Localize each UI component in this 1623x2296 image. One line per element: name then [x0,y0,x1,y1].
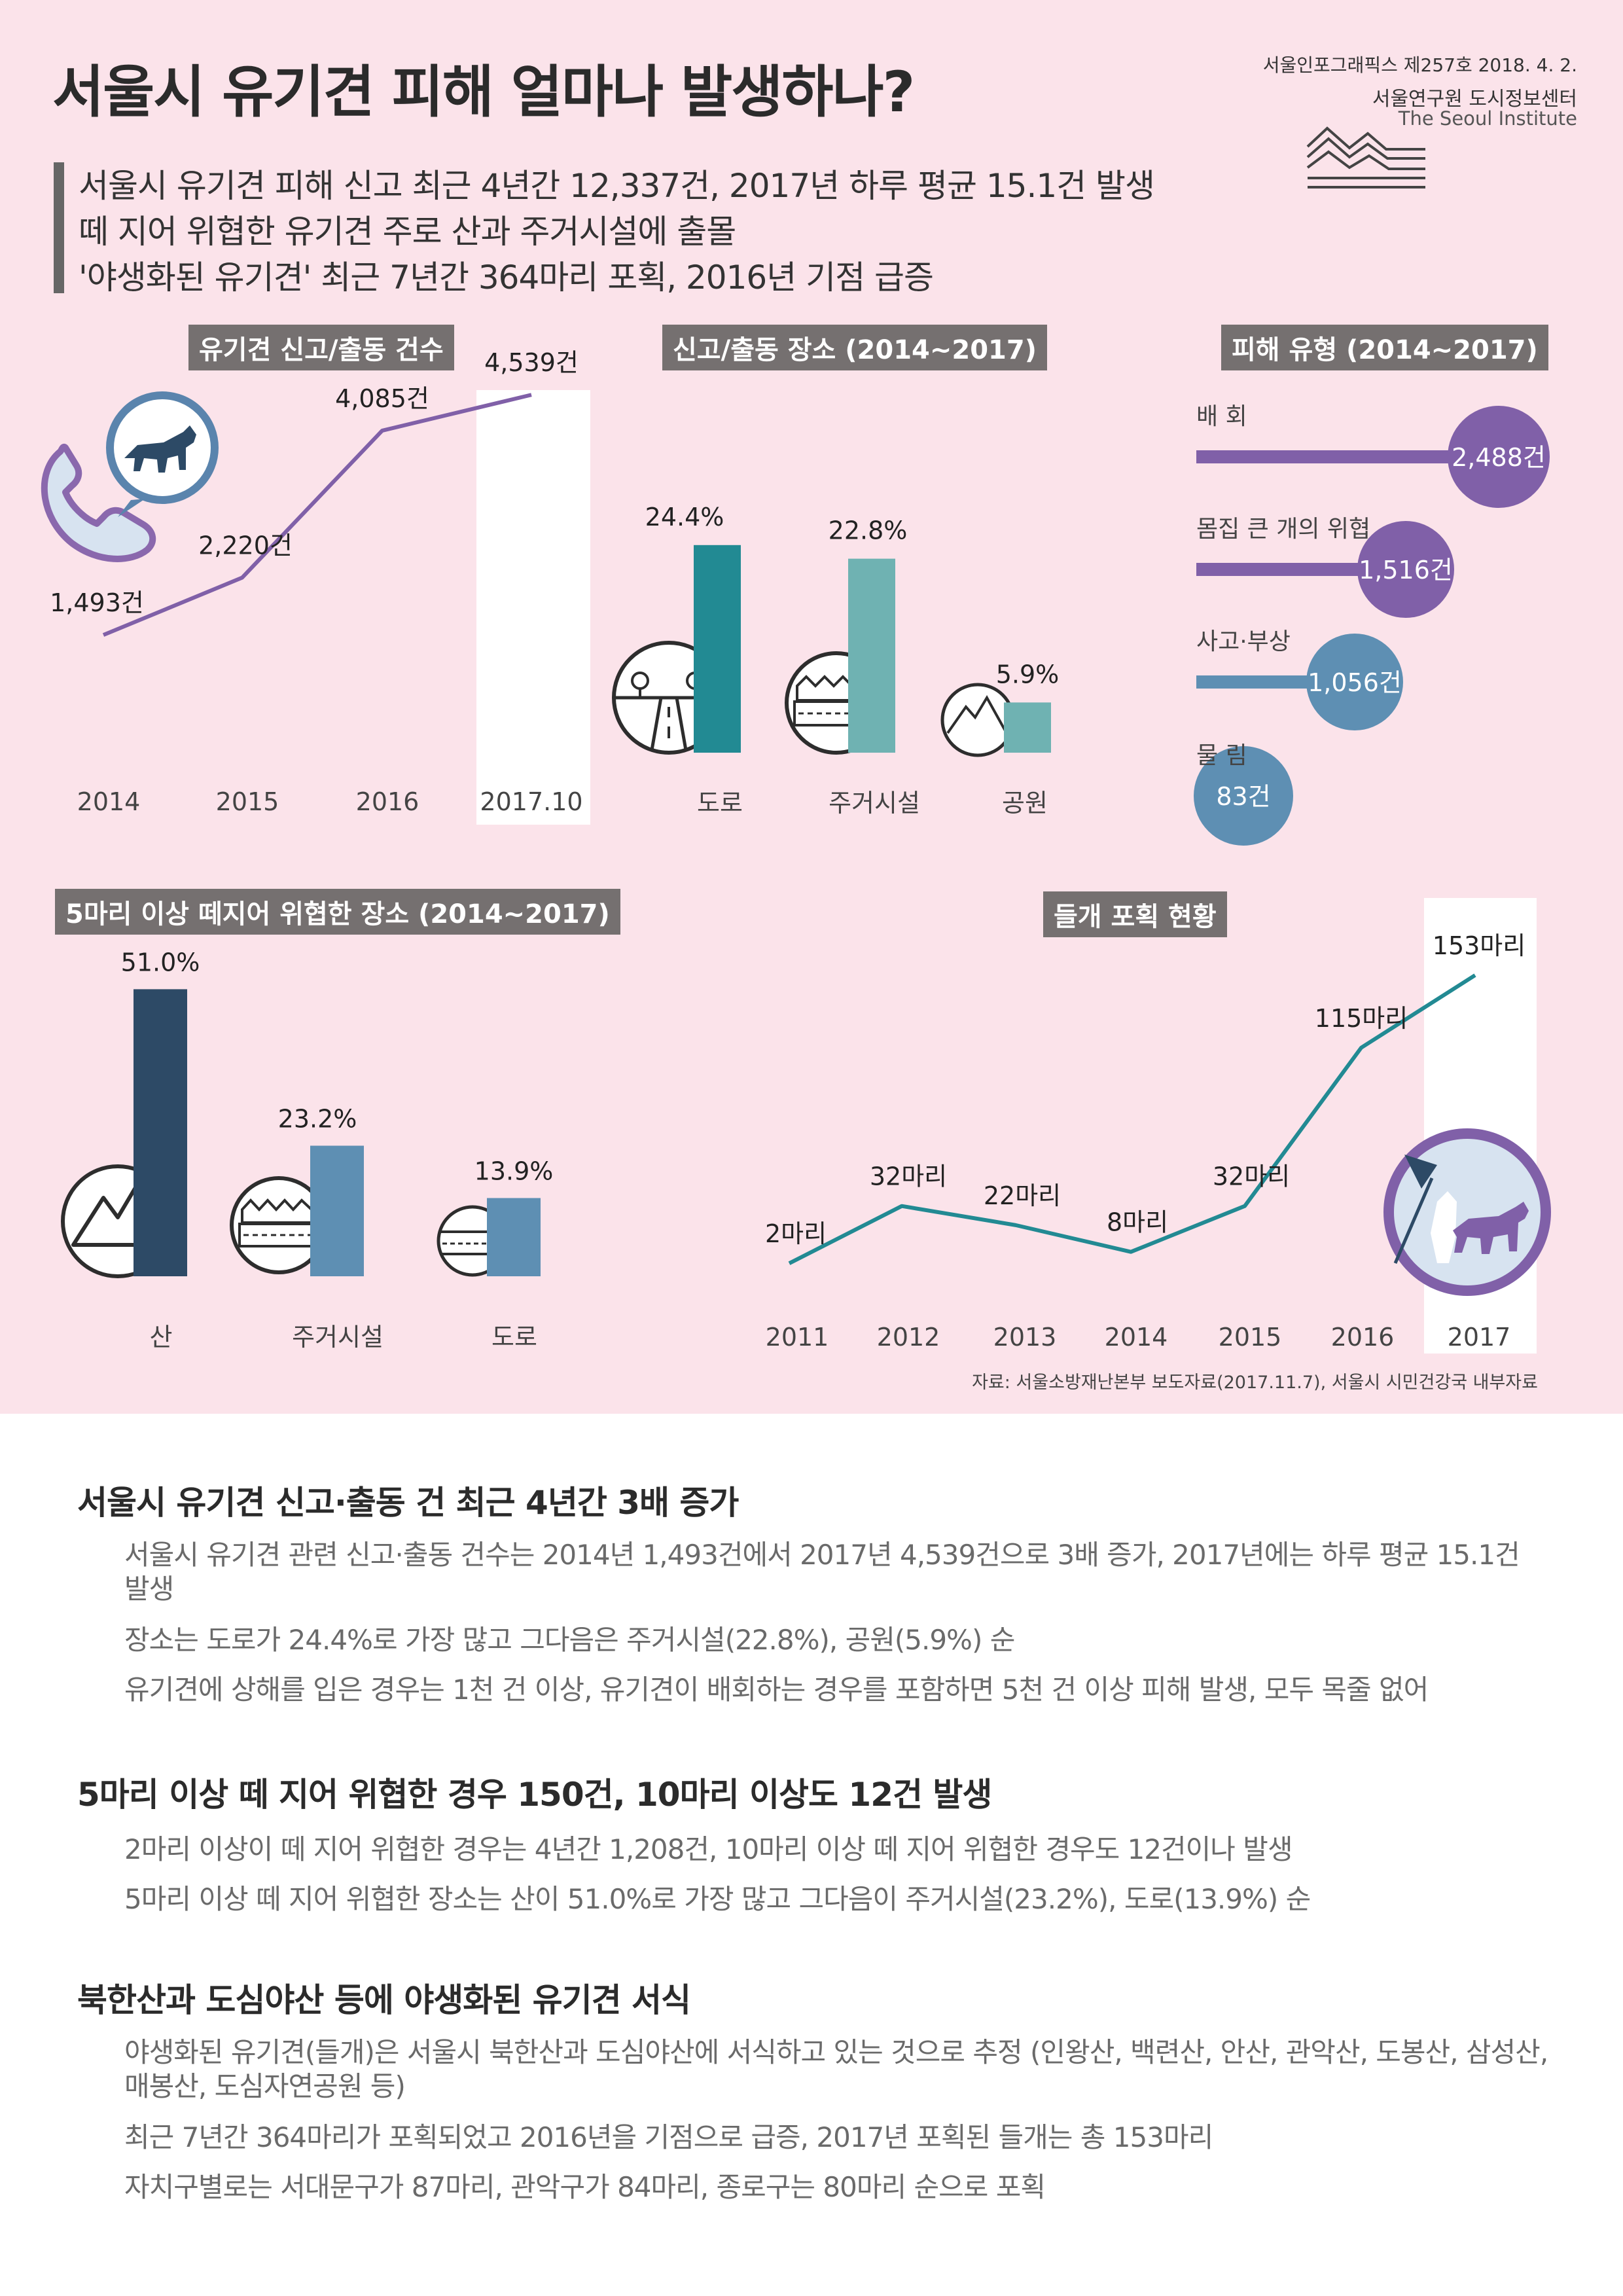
chart-title-capture: 들개 포획 현황 [1043,891,1227,937]
damage-category-label: 물 림 [1196,742,1247,769]
lead-line-1: 서울시 유기견 피해 신고 최근 4년간 12,337건, 2017년 하루 평… [79,167,1155,205]
person-dog-icon [1383,1128,1551,1296]
capture-tick-label: 2016 [1331,1323,1395,1352]
series-number: 서울인포그래픽스 제257호 2018. 4. 2. [1262,54,1577,76]
places-bar [694,545,741,753]
pack-tick-label: 산 [150,1323,173,1352]
damage-value-bubble [1357,521,1454,618]
damage-data-label: 2,488건 [1452,443,1546,472]
section-3-para-1: 야생화된 유기견(들개)은 서울시 북한산과 도심야산에 서식하고 있는 것으로… [124,2036,1548,2102]
places-tick-label: 도로 [697,789,743,817]
reports-tick-label: 2016 [356,787,419,816]
damage-bar [1196,563,1406,576]
pack-tick-label: 주거시설 [292,1323,383,1352]
reports-tick-label: 2015 [216,787,279,816]
capture-data-label: 8마리 [1107,1208,1168,1237]
highlight-column-2017-10 [476,390,590,825]
section-3-para-3: 자치구별로는 서대문구가 87마리, 관악구가 84마리, 종로구는 80마리 … [124,2171,1046,2203]
pack-bar [487,1198,541,1276]
capture-tick-label: 2015 [1219,1323,1282,1352]
capture-tick-label: 2014 [1105,1323,1168,1352]
pack-tick-label: 도로 [491,1323,537,1352]
places-data-label: 22.8% [829,516,908,545]
capture-data-label: 153마리 [1433,931,1525,960]
places-tick-label: 주거시설 [829,789,920,817]
lead-line-2: 떼 지어 위협한 유기견 주로 산과 주거시설에 출몰 [79,213,736,251]
damage-value-bubble [1448,406,1550,508]
pack-bar [134,989,187,1276]
capture-data-label: 115마리 [1315,1004,1408,1033]
reports-tick-label: 2017.10 [480,787,582,816]
org-name-kr: 서울연구원 도시정보센터 [1372,88,1577,111]
damage-category-label: 몸집 큰 개의 위협 [1196,516,1370,543]
lead-line-3: '야생화된 유기견' 최근 7년간 364마리 포획, 2016년 기점 급증 [79,259,934,296]
damage-data-label: 83건 [1216,782,1270,811]
lead-accent-bar [54,162,64,293]
wolf-icon [106,391,219,517]
section-1-para-3: 유기견에 상해를 입은 경우는 1천 건 이상, 유기견이 배회하는 경우를 포… [124,1674,1429,1706]
section-3-para-2: 최근 7년간 364마리가 포획되었고 2016년을 기점으로 급증, 2017… [124,2121,1213,2153]
damage-value-bubble [1306,634,1403,730]
pack-data-label: 23.2% [278,1104,357,1133]
section-1-heading: 서울시 유기견 신고·출동 건 최근 4년간 3배 증가 [77,1484,739,1522]
damage-data-label: 1,516건 [1359,556,1453,584]
places-bar [848,558,895,753]
pack-bar [310,1145,364,1276]
places-bar [1004,702,1051,753]
places-data-label: 5.9% [996,660,1060,689]
capture-tick-label: 2013 [993,1323,1057,1352]
capture-tick-label: 2011 [766,1323,829,1352]
source-note: 자료: 서울소방재난본부 보도자료(2017.11.7), 서울시 시민건강국 … [972,1372,1538,1393]
capture-data-label: 32마리 [1213,1162,1290,1191]
reports-series-line [102,393,532,637]
section-3-heading: 북한산과 도심야산 등에 야생화된 유기견 서식 [77,1981,691,2019]
reports-data-label: 4,085건 [335,384,429,413]
section-2-heading: 5마리 이상 떼 지어 위협한 경우 150건, 10마리 이상도 12건 발생 [77,1776,992,1814]
reports-data-label: 2,220건 [198,531,293,560]
damage-data-label: 1,056건 [1308,668,1402,697]
places-tick-label: 공원 [1002,789,1048,817]
chart-title-reports: 유기견 신고/출동 건수 [188,325,454,370]
section-2-para-2: 5마리 이상 떼 지어 위협한 장소는 산이 51.0%로 가장 많고 그다음이… [124,1883,1311,1915]
reports-data-label: 4,539건 [484,348,579,377]
mountain-icon [940,683,1015,757]
reports-data-label: 1,493건 [50,588,144,617]
page-title: 서울시 유기견 피해 얼마나 발생하나? [52,60,915,125]
capture-series-line [788,973,1476,1265]
capture-data-label: 32마리 [870,1162,947,1191]
chart-title-pack: 5마리 이상 떼지어 위협한 장소 (2014~2017) [55,889,620,935]
section-2-para-1: 2마리 이상이 떼 지어 위협한 경우는 4년간 1,208건, 10마리 이상… [124,1833,1293,1865]
section-1-para-1: 서울시 유기견 관련 신고·출동 건수는 2014년 1,493건에서 2017… [124,1539,1520,1605]
chart-title-places: 신고/출동 장소 (2014~2017) [662,325,1047,370]
reports-tick-label: 2014 [77,787,141,816]
capture-data-label: 2마리 [765,1219,827,1248]
pack-data-label: 13.9% [474,1157,554,1185]
pack-data-label: 51.0% [121,948,200,977]
section-1-para-2: 장소는 도로가 24.4%로 가장 많고 그다음은 주거시설(22.8%), 공… [124,1624,1015,1656]
damage-category-label: 사고·부상 [1196,628,1291,655]
capture-data-label: 22마리 [984,1181,1061,1210]
damage-bar [1196,450,1499,463]
capture-tick-label: 2012 [877,1323,940,1352]
capture-tick-label: 2017 [1448,1323,1511,1352]
damage-category-label: 배 회 [1196,403,1247,430]
places-data-label: 24.4% [645,503,724,531]
org-name-en: The Seoul Institute [1398,107,1577,130]
damage-value-bubble [1194,746,1293,846]
chart-title-damage: 피해 유형 (2014~2017) [1221,325,1548,370]
